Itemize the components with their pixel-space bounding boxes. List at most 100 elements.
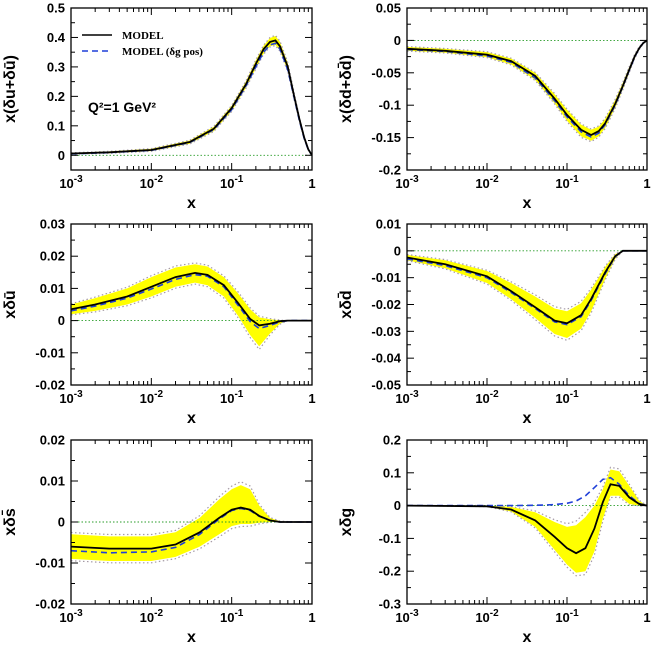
uncertainty-band (407, 469, 647, 573)
series-model (407, 39, 647, 137)
x-tick-label: 10-1 (555, 608, 579, 625)
x-tick-label: 1 (643, 176, 650, 191)
x-axis-label: x (523, 629, 532, 646)
x-tick-label: 10-1 (220, 608, 244, 625)
band-upper-edge (407, 466, 647, 525)
y-tick-label: 0 (58, 313, 65, 328)
band-lower-edge (71, 283, 312, 351)
y-tick-label: -0.05 (371, 378, 401, 393)
x-tick-label: 1 (308, 176, 315, 191)
y-tick-label: 0.3 (47, 59, 65, 74)
legend-model-label: MODEL (122, 30, 164, 42)
y-tick-label: -0.02 (35, 378, 65, 393)
y-axis-label: xδg (338, 508, 355, 536)
panel-2: 10-3 10-2 10-1 1-0.2-0.15-0.1-0.0500.05xx(δ… (336, 1, 650, 213)
band-lower-edge (407, 250, 647, 341)
series-model (71, 271, 312, 327)
plot-frame (406, 7, 648, 171)
band-upper-edge (407, 39, 647, 130)
x-tick-label: 10-2 (475, 174, 499, 191)
x-axis-label: x (523, 195, 532, 212)
series-model-dgpos (407, 476, 647, 507)
y-axis-label: x(δu+δū) (2, 55, 19, 123)
y-tick-label: -0.1 (379, 531, 401, 546)
x-tick-label: 10-1 (555, 174, 579, 191)
x-tick-label: 1 (643, 391, 650, 406)
q2-annotation: Q²=1 GeV² (88, 99, 156, 115)
y-axis-label: x(δd+δd̄) (336, 55, 355, 123)
x-axis-label: x (523, 410, 532, 427)
plot-frame (70, 7, 313, 171)
y-tick-label: -0.2 (379, 564, 401, 579)
y-tick-label: 0.5 (47, 1, 65, 16)
y-tick-label: 0.02 (40, 249, 65, 264)
y-tick-label: -0.05 (371, 65, 401, 80)
y-tick-label: -0.03 (371, 324, 401, 339)
y-axis-label: xδs̄ (0, 508, 19, 536)
y-tick-label: 0 (58, 148, 65, 163)
x-tick-label: 10-1 (220, 389, 244, 406)
y-tick-label: 0.02 (40, 433, 65, 448)
x-tick-label: 10-3 (59, 174, 83, 191)
uncertainty-band (71, 264, 312, 347)
plot-frame (406, 439, 648, 605)
y-tick-label: 0 (394, 33, 401, 48)
y-tick-label: 0.01 (40, 281, 65, 296)
y-tick-label: -0.1 (379, 98, 401, 113)
y-tick-label: -0.02 (35, 597, 65, 612)
uncertainty-band (71, 485, 312, 561)
y-tick-label: 0 (394, 243, 401, 258)
x-tick-label: 1 (643, 610, 650, 625)
series-model (71, 506, 312, 550)
x-tick-label: 1 (308, 391, 315, 406)
series-model-dgpos (407, 250, 647, 326)
y-axis-label: xδd̄ (336, 290, 355, 318)
band-lower-edge (407, 39, 647, 143)
x-tick-label: 10-1 (220, 174, 244, 191)
y-tick-label: 0.2 (383, 433, 401, 448)
series-model (407, 249, 647, 325)
y-tick-label: 0.03 (40, 217, 65, 232)
y-tick-label: 0.1 (383, 465, 401, 480)
x-axis-label: x (187, 195, 196, 212)
series-model (407, 483, 647, 555)
y-tick-label: -0.01 (371, 270, 401, 285)
y-tick-label: 0.2 (47, 89, 65, 104)
y-tick-label: 0.4 (47, 30, 66, 45)
y-tick-label: 0.01 (376, 217, 401, 232)
y-tick-label: 0.1 (47, 118, 65, 133)
x-tick-label: 10-1 (555, 389, 579, 406)
x-tick-label: 10-2 (140, 389, 164, 406)
panel-4: 10-3 10-2 10-1 1-0.05-0.04-0.03-0.02-0.0100… (336, 217, 650, 428)
y-tick-label: -0.3 (379, 597, 401, 612)
y-tick-label: -0.15 (371, 130, 401, 145)
legend-model-dgpos-label: MODEL (δg pos) (122, 46, 203, 58)
legend: MODEL MODEL (δg pos) (82, 30, 203, 58)
series-model-dgpos (407, 39, 647, 138)
y-tick-label: -0.01 (35, 345, 65, 360)
y-tick-label: -0.2 (379, 163, 401, 178)
x-tick-label: 1 (308, 610, 315, 625)
y-tick-label: -0.02 (371, 297, 401, 312)
x-tick-label: 10-2 (475, 608, 499, 625)
x-tick-label: 10-2 (475, 389, 499, 406)
uncertainty-band (407, 40, 647, 141)
y-tick-label: 0 (394, 498, 401, 513)
series-model (71, 39, 312, 156)
band-lower-edge (71, 44, 312, 156)
y-tick-label: 0 (58, 515, 65, 530)
band-lower-edge (407, 496, 647, 577)
band-upper-edge (71, 481, 312, 536)
x-axis-label: x (187, 410, 196, 427)
y-tick-label: -0.01 (35, 556, 65, 571)
y-tick-label: -0.04 (371, 351, 401, 366)
y-tick-label: 0.01 (40, 474, 65, 489)
x-axis-label: x (187, 629, 196, 646)
y-tick-label: 0.05 (376, 1, 401, 16)
x-tick-label: 10-2 (140, 174, 164, 191)
x-tick-label: 10-2 (140, 608, 164, 625)
